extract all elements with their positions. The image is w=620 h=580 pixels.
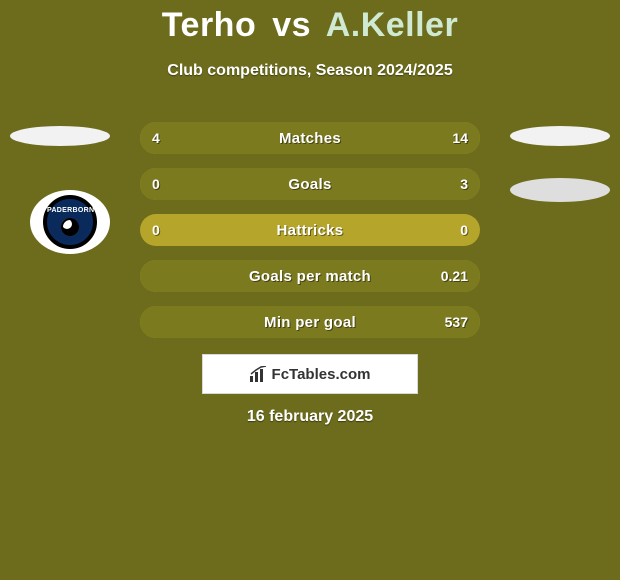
stat-row: 0.21Goals per match: [140, 260, 480, 292]
vs-text: vs: [272, 6, 311, 44]
brand-box[interactable]: FcTables.com: [202, 354, 418, 394]
stat-label: Goals: [140, 168, 480, 200]
stat-row: 414Matches: [140, 122, 480, 154]
stat-row: 03Goals: [140, 168, 480, 200]
player2-name: A.Keller: [326, 6, 459, 44]
subtitle: Club competitions, Season 2024/2025: [0, 62, 620, 80]
club-crest: PADERBORN: [30, 190, 110, 254]
stat-row: 537Min per goal: [140, 306, 480, 338]
page-title: Terho vs A.Keller: [0, 6, 620, 45]
date-line: 16 february 2025: [0, 408, 620, 426]
stat-rows: 414Matches 03Goals 00Hattricks 0.21Goals pe…: [140, 122, 480, 352]
stat-label: Min per goal: [140, 306, 480, 338]
stat-label: Hattricks: [140, 214, 480, 246]
crest-text: PADERBORN: [47, 207, 93, 214]
stat-label: Goals per match: [140, 260, 480, 292]
chart-icon: [250, 366, 268, 382]
brand-text: FcTables.com: [272, 366, 371, 383]
crest-inner: PADERBORN: [43, 195, 97, 249]
right-oval-2: [510, 178, 610, 202]
crest-ball-icon: [61, 218, 79, 236]
left-oval-1: [10, 126, 110, 146]
right-oval-1: [510, 126, 610, 146]
stat-row: 00Hattricks: [140, 214, 480, 246]
player1-name: Terho: [162, 6, 256, 44]
stat-label: Matches: [140, 122, 480, 154]
